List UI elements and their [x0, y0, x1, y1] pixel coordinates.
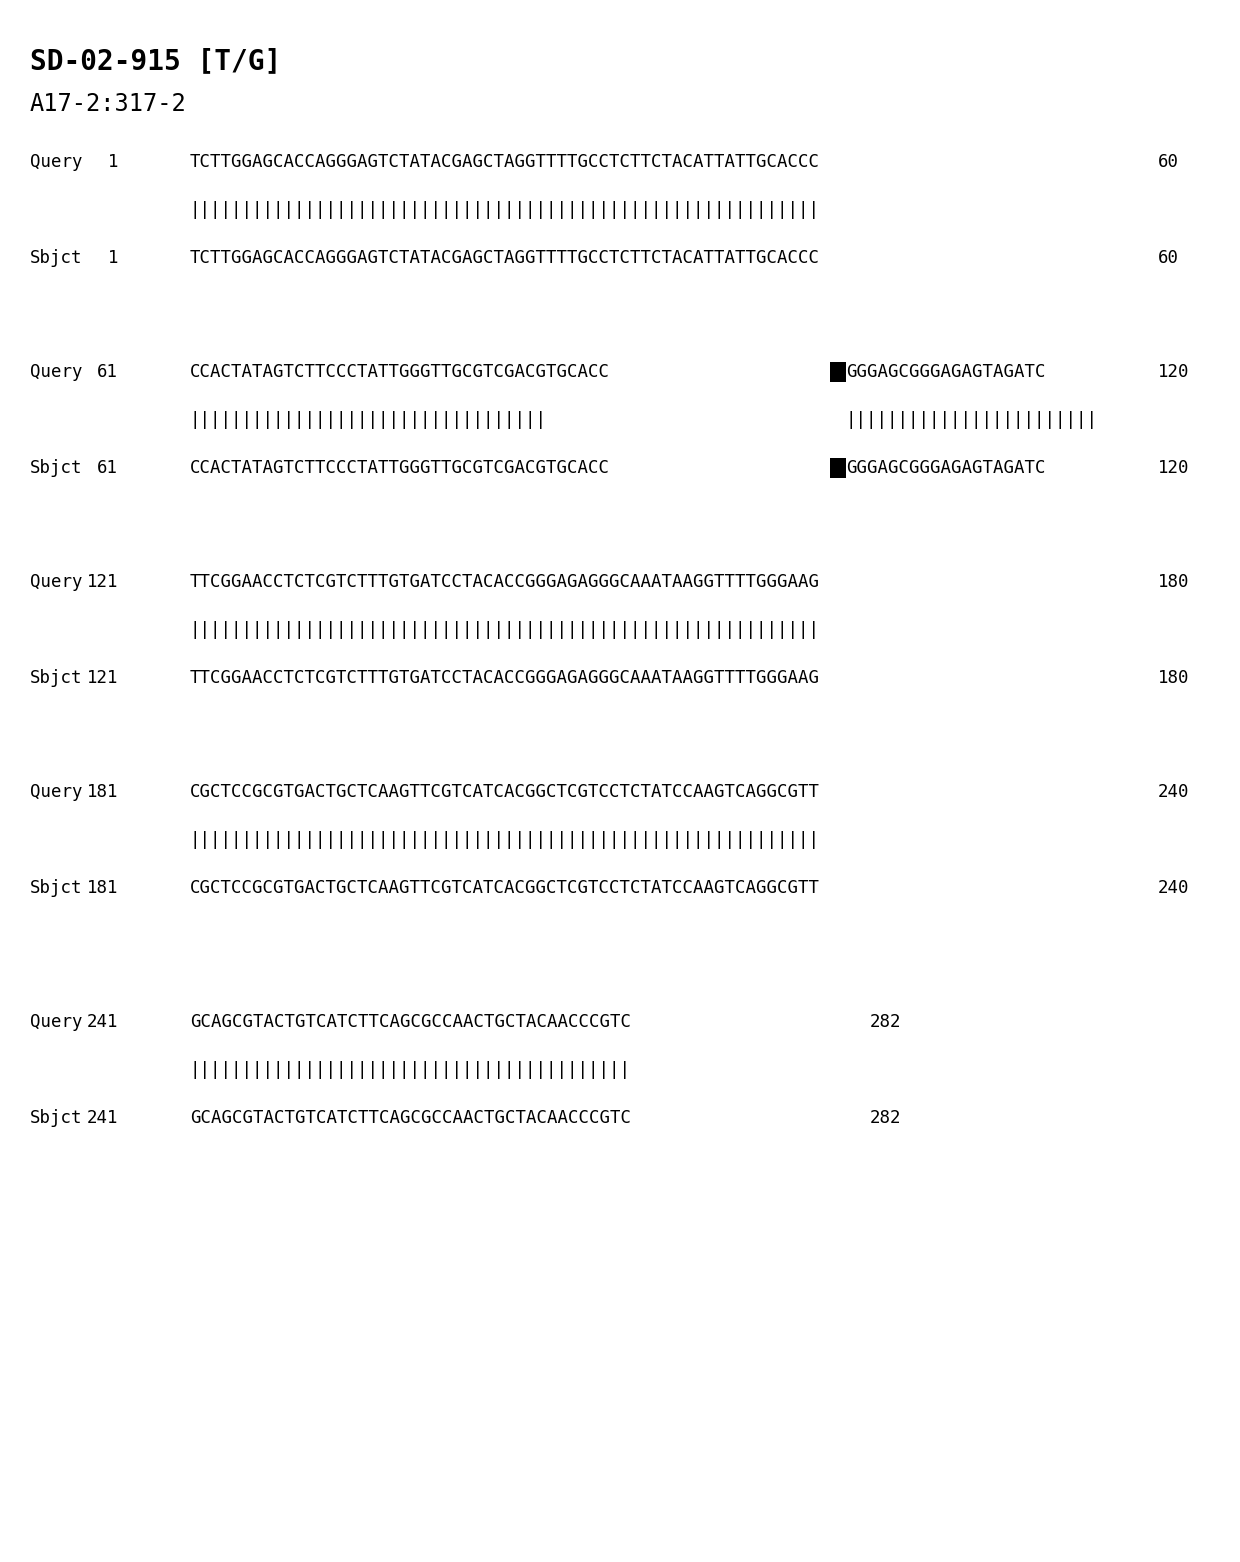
Text: 61: 61: [97, 362, 118, 381]
Text: Sbjct: Sbjct: [30, 669, 83, 687]
Text: ||||||||||||||||||||||||: ||||||||||||||||||||||||: [846, 411, 1097, 430]
Text: Sbjct: Sbjct: [30, 459, 83, 476]
Text: GCAGCGTACTGTCATCTTCAGCGCCAACTGCTACAACCCGTC: GCAGCGTACTGTCATCTTCAGCGCCAACTGCTACAACCCG…: [190, 1109, 631, 1128]
Text: 241: 241: [87, 1109, 118, 1128]
Text: Sbjct: Sbjct: [30, 879, 83, 897]
Text: ||||||||||||||||||||||||||||||||||||||||||||||||||||||||||||: ||||||||||||||||||||||||||||||||||||||||…: [190, 622, 820, 639]
Text: 1: 1: [108, 248, 118, 267]
Text: Query: Query: [30, 153, 83, 170]
Text: ||||||||||||||||||||||||||||||||||||||||||||||||||||||||||||: ||||||||||||||||||||||||||||||||||||||||…: [190, 201, 820, 219]
Text: Sbjct: Sbjct: [30, 248, 83, 267]
Text: ||||||||||||||||||||||||||||||||||||||||||||||||||||||||||||: ||||||||||||||||||||||||||||||||||||||||…: [190, 831, 820, 850]
Text: SD-02-915 [T/G]: SD-02-915 [T/G]: [30, 47, 281, 75]
Text: Sbjct: Sbjct: [30, 1109, 83, 1128]
Text: 240: 240: [1158, 879, 1189, 897]
Text: GGGAGCGGGAGAGTAGATC: GGGAGCGGGAGAGTAGATC: [846, 362, 1045, 381]
Text: 120: 120: [1158, 362, 1189, 381]
Text: 60: 60: [1158, 153, 1179, 170]
Text: 60: 60: [1158, 248, 1179, 267]
Text: 121: 121: [87, 573, 118, 590]
Text: TCTTGGAGCACCAGGGAGTCTATACGAGCTAGGTTTTGCCTCTTCTACATTATTGCACCC: TCTTGGAGCACCAGGGAGTCTATACGAGCTAGGTTTTGCC…: [190, 153, 820, 170]
Text: 181: 181: [87, 783, 118, 801]
Text: Query: Query: [30, 783, 83, 801]
Text: 240: 240: [1158, 783, 1189, 801]
Text: Query: Query: [30, 573, 83, 590]
Text: CGCTCCGCGTGACTGCTCAAGTTCGTCATCACGGCTCGTCCTCTATCCAAGTCAGGCGTT: CGCTCCGCGTGACTGCTCAAGTTCGTCATCACGGCTCGTC…: [190, 783, 820, 801]
Text: CCACTATAGTCTTCCCTATTGGGTTGCGTCGACGTGCACC: CCACTATAGTCTTCCCTATTGGGTTGCGTCGACGTGCACC: [190, 459, 610, 476]
Text: CCACTATAGTCTTCCCTATTGGGTTGCGTCGACGTGCACC: CCACTATAGTCTTCCCTATTGGGTTGCGTCGACGTGCACC: [190, 362, 610, 381]
Text: 120: 120: [1158, 459, 1189, 476]
Text: TTCGGAACCTCTCGTCTTTGTGATCCTACACCGGGAGAGGGCAAATAAGGTTTTGGGAAG: TTCGGAACCTCTCGTCTTTGTGATCCTACACCGGGAGAGG…: [190, 573, 820, 590]
Text: 241: 241: [87, 1014, 118, 1031]
Text: ||||||||||||||||||||||||||||||||||: ||||||||||||||||||||||||||||||||||: [190, 411, 547, 430]
Text: Query: Query: [30, 362, 83, 381]
Text: A17-2:317-2: A17-2:317-2: [30, 92, 187, 116]
Text: 282: 282: [870, 1109, 901, 1128]
Text: ||||||||||||||||||||||||||||||||||||||||||: ||||||||||||||||||||||||||||||||||||||||…: [190, 1061, 631, 1079]
Text: GGGAGCGGGAGAGTAGATC: GGGAGCGGGAGAGTAGATC: [846, 459, 1045, 476]
Text: 282: 282: [870, 1014, 901, 1031]
Text: TTCGGAACCTCTCGTCTTTGTGATCCTACACCGGGAGAGGGCAAATAAGGTTTTGGGAAG: TTCGGAACCTCTCGTCTTTGTGATCCTACACCGGGAGAGG…: [190, 669, 820, 687]
Text: 181: 181: [87, 879, 118, 897]
Bar: [830, 362, 846, 383]
Text: CGCTCCGCGTGACTGCTCAAGTTCGTCATCACGGCTCGTCCTCTATCCAAGTCAGGCGTT: CGCTCCGCGTGACTGCTCAAGTTCGTCATCACGGCTCGTC…: [190, 879, 820, 897]
Bar: [830, 458, 846, 478]
Text: 180: 180: [1158, 669, 1189, 687]
Text: TCTTGGAGCACCAGGGAGTCTATACGAGCTAGGTTTTGCCTCTTCTACATTATTGCACCC: TCTTGGAGCACCAGGGAGTCTATACGAGCTAGGTTTTGCC…: [190, 248, 820, 267]
Text: 1: 1: [108, 153, 118, 170]
Text: 121: 121: [87, 669, 118, 687]
Text: GCAGCGTACTGTCATCTTCAGCGCCAACTGCTACAACCCGTC: GCAGCGTACTGTCATCTTCAGCGCCAACTGCTACAACCCG…: [190, 1014, 631, 1031]
Text: Query: Query: [30, 1014, 83, 1031]
Text: 180: 180: [1158, 573, 1189, 590]
Text: 61: 61: [97, 459, 118, 476]
